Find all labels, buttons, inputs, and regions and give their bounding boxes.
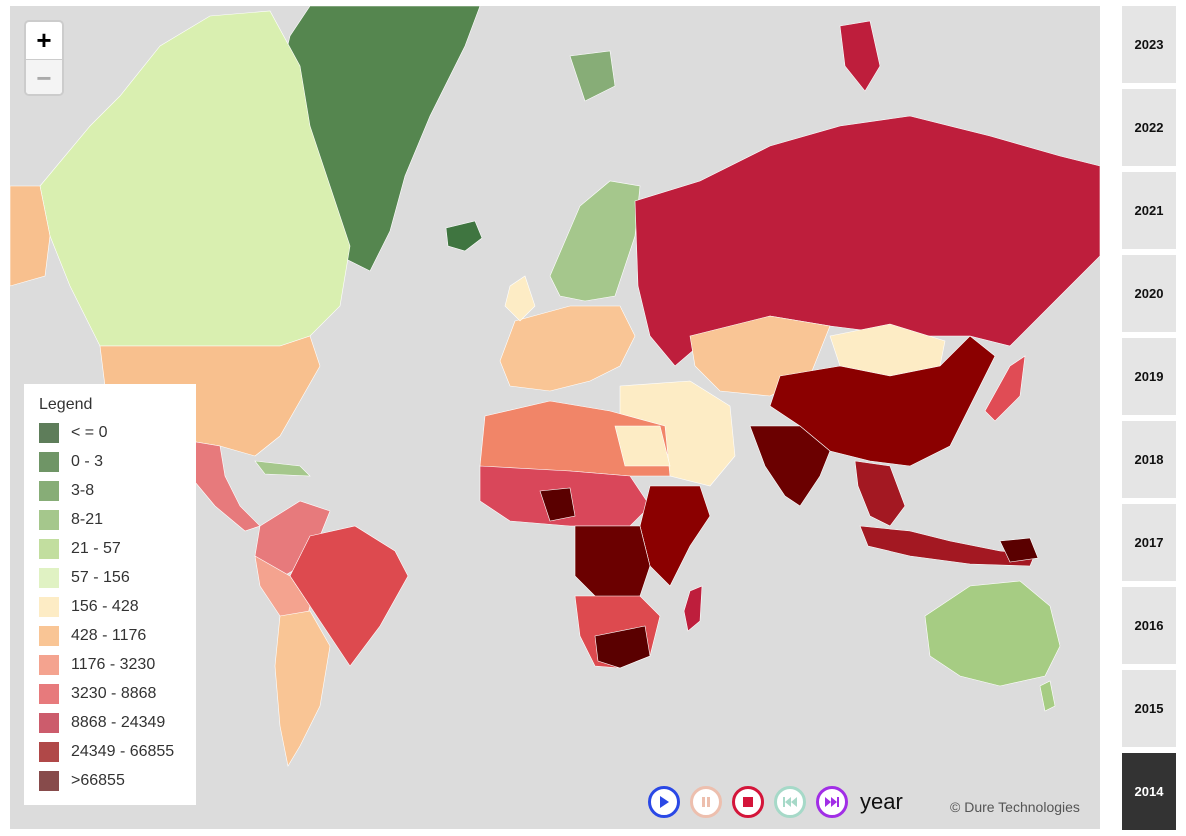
legend-title: Legend: [39, 396, 93, 413]
legend-item: 21 - 57: [39, 534, 196, 563]
legend-swatch: [39, 625, 59, 646]
year-button[interactable]: 2020: [1122, 255, 1176, 332]
pause-icon: [702, 797, 710, 807]
legend-label: 24349 - 66855: [71, 742, 175, 760]
legend-label: 0 - 3: [71, 452, 104, 470]
year-button[interactable]: 2015: [1122, 670, 1176, 747]
pause-button[interactable]: [690, 786, 722, 818]
legend-item: 8868 - 24349: [39, 708, 196, 737]
stop-button[interactable]: [732, 786, 764, 818]
credit-text: © Dure Technologies: [950, 799, 1080, 815]
legend-swatch: [39, 480, 59, 501]
iceland-region[interactable]: [445, 220, 483, 252]
legend: Legend < = 0 0 - 3 3-8 8-21 21 - 57 57 - 156 1…: [24, 384, 196, 805]
legend-label: < = 0: [71, 423, 108, 441]
year-label: year: [860, 789, 903, 814]
legend-swatch: [39, 770, 59, 791]
new-zealand-region[interactable]: [1039, 680, 1056, 712]
arctic-islands-region[interactable]: [839, 20, 881, 92]
year-button[interactable]: 2018: [1122, 421, 1176, 498]
stop-icon: [743, 797, 753, 807]
legend-label: 156 - 428: [71, 597, 139, 615]
legend-label: >66855: [71, 771, 125, 789]
skip-back-button[interactable]: [774, 786, 806, 818]
alaska-region[interactable]: [10, 185, 51, 287]
legend-item: 0 - 3: [39, 447, 196, 476]
map-canvas: [10, 6, 1100, 767]
year-button[interactable]: 2022: [1122, 89, 1176, 166]
india-region[interactable]: [749, 425, 831, 507]
legend-swatch: [39, 538, 59, 559]
madagascar-region[interactable]: [683, 585, 703, 632]
play-icon: [660, 796, 669, 808]
legend-swatch: [39, 509, 59, 530]
year-button[interactable]: 2014: [1122, 753, 1176, 830]
zoom-control: + −: [24, 20, 64, 96]
southeast-asia-region[interactable]: [854, 460, 906, 527]
year-button[interactable]: 2021: [1122, 172, 1176, 249]
year-button[interactable]: 2017: [1122, 504, 1176, 581]
caribbean-region[interactable]: [254, 460, 311, 477]
australia-region[interactable]: [924, 580, 1061, 687]
legend-item: < = 0: [39, 418, 196, 447]
zoom-out-button[interactable]: −: [26, 59, 62, 94]
russia-region[interactable]: [634, 115, 1100, 367]
skip-forward-icon: [825, 797, 839, 807]
legend-rows: < = 0 0 - 3 3-8 8-21 21 - 57 57 - 156 156 - 42…: [39, 418, 196, 795]
legend-item: 1176 - 3230: [39, 650, 196, 679]
europe-west-region[interactable]: [499, 305, 636, 392]
legend-swatch: [39, 654, 59, 675]
svalbard-region[interactable]: [569, 50, 616, 102]
legend-label: 3-8: [71, 481, 95, 499]
papua-region[interactable]: [999, 537, 1039, 563]
legend-swatch: [39, 741, 59, 762]
legend-label: 428 - 1176: [71, 626, 147, 644]
skip-back-icon: [783, 797, 797, 807]
legend-label: 57 - 156: [71, 568, 130, 586]
legend-item: 428 - 1176: [39, 621, 196, 650]
year-button[interactable]: 2023: [1122, 6, 1176, 83]
central-africa-region[interactable]: [574, 525, 651, 602]
legend-item: 24349 - 66855: [39, 737, 196, 766]
japan-region[interactable]: [984, 355, 1026, 422]
indonesia-region[interactable]: [859, 525, 1036, 567]
world-map[interactable]: + − Legend < = 0 0 - 3 3-8 8-21 21 - 57 57 - …: [10, 6, 1100, 829]
east-africa-region[interactable]: [639, 485, 711, 587]
skip-forward-button[interactable]: [816, 786, 848, 818]
uk-region[interactable]: [504, 275, 536, 322]
south-africa-region[interactable]: [594, 625, 651, 669]
legend-label: 8868 - 24349: [71, 713, 166, 731]
canada-region[interactable]: [39, 10, 351, 347]
legend-label: 3230 - 8868: [71, 684, 157, 702]
legend-item: 3230 - 8868: [39, 679, 196, 708]
year-button[interactable]: 2016: [1122, 587, 1176, 664]
legend-swatch: [39, 683, 59, 704]
nigeria-region[interactable]: [539, 487, 576, 522]
year-selector: 2023 2022 2021 2020 2019 2018 2017 2016 2015 2014: [1122, 6, 1176, 836]
legend-swatch: [39, 596, 59, 617]
legend-item: 3-8: [39, 476, 196, 505]
legend-label: 21 - 57: [71, 539, 121, 557]
legend-swatch: [39, 712, 59, 733]
legend-label: 8-21: [71, 510, 104, 528]
legend-item: 156 - 428: [39, 592, 196, 621]
legend-item: 8-21: [39, 505, 196, 534]
egypt-region[interactable]: [614, 425, 671, 467]
play-button[interactable]: [648, 786, 680, 818]
zoom-in-button[interactable]: +: [36, 25, 52, 55]
legend-swatch: [39, 567, 59, 588]
argentina-region[interactable]: [274, 610, 331, 767]
legend-label: 1176 - 3230: [71, 655, 156, 673]
legend-item: 57 - 156: [39, 563, 196, 592]
year-button[interactable]: 2019: [1122, 338, 1176, 415]
legend-swatch: [39, 422, 59, 443]
scandinavia-region[interactable]: [549, 180, 641, 302]
legend-item: >66855: [39, 766, 196, 795]
playback-controls: year: [648, 784, 903, 820]
legend-swatch: [39, 451, 59, 472]
